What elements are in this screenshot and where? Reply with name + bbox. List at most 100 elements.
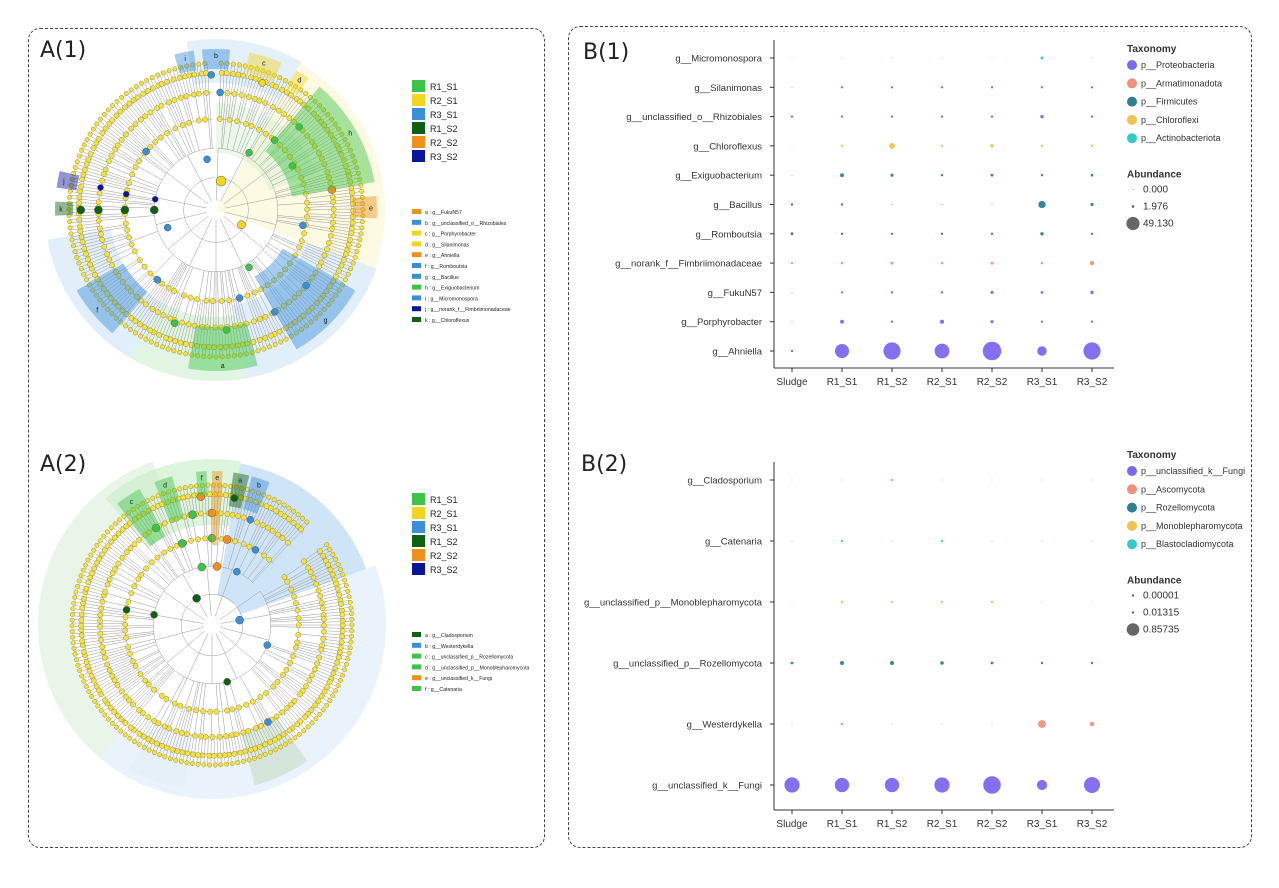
data-bubble — [891, 57, 893, 59]
tree-inner-branch — [187, 155, 212, 202]
tree-node — [202, 116, 208, 123]
tree-node — [327, 283, 333, 290]
tree-node — [247, 497, 254, 503]
tree-node — [266, 556, 273, 563]
tree-node — [113, 112, 120, 119]
tree-leaf-branch — [94, 548, 119, 565]
tree-leaf-branch — [290, 300, 311, 324]
data-bubble — [983, 776, 1001, 794]
tree-node — [106, 667, 113, 674]
tree-leaf-node — [360, 194, 365, 200]
tree-node — [346, 173, 352, 179]
tree-leaf-branch — [220, 271, 227, 357]
tree-leaf-node — [297, 731, 302, 737]
data-bubble — [840, 600, 844, 604]
tree-leaf-branch — [240, 266, 275, 346]
tree-leaf-node — [69, 237, 75, 243]
legend-abundance-title: Abundance — [1127, 170, 1182, 181]
tree-leaf-node — [97, 116, 103, 122]
taxa-legend-label: e : g__Ahniella — [425, 253, 459, 259]
tree-node — [185, 493, 191, 500]
tree-leaf-node — [80, 567, 86, 573]
tree-node — [177, 702, 184, 709]
tree-leaf-branch — [119, 669, 174, 731]
tree-leaf-node — [199, 482, 205, 488]
clade-shade — [130, 302, 246, 381]
tree-node — [284, 89, 290, 96]
tree-node — [279, 535, 286, 541]
tree-leaf-node — [69, 617, 75, 623]
tree-node — [98, 691, 105, 698]
legend-abundance-marker — [1131, 594, 1135, 597]
legend-swatch — [412, 108, 425, 120]
tree-node — [119, 554, 126, 561]
clade-letter: b — [214, 53, 218, 60]
tree-leaf-node — [303, 323, 309, 329]
tree-node — [78, 632, 85, 639]
tree-node — [154, 309, 161, 316]
y-tick-label: g__Porphyrobacter — [681, 317, 762, 328]
tree-leaf-branch — [182, 682, 200, 762]
tree-node — [327, 232, 334, 239]
biomarker-node — [258, 79, 267, 87]
tree-leaf-node — [97, 297, 103, 303]
data-bubble — [840, 319, 844, 324]
tree-node — [243, 121, 249, 127]
legend-abundance-label: 1.976 — [1143, 202, 1168, 213]
data-bubble — [940, 539, 944, 543]
tree-leaf-node — [313, 315, 319, 321]
biomarker-node — [251, 546, 260, 554]
biomarker-node — [171, 319, 179, 328]
tree-leaf-branch — [224, 271, 238, 356]
tree-node — [321, 252, 328, 259]
tree-leaf-branch — [196, 64, 201, 94]
tree-leaf-node — [76, 153, 82, 159]
tree-leaf-node — [177, 350, 183, 355]
legend-taxonomy-marker — [1127, 539, 1137, 550]
tree-node — [287, 659, 293, 666]
tree-leaf-node — [90, 126, 96, 132]
tree-node — [190, 751, 196, 758]
tree-leaf-branch — [161, 729, 173, 756]
tree-leaf-branch — [184, 324, 192, 354]
tree-node — [250, 318, 257, 325]
tree-node — [101, 243, 108, 250]
tree-node — [291, 593, 297, 600]
tree-node — [244, 292, 251, 299]
tree-node — [83, 585, 90, 592]
tree-node — [314, 300, 320, 306]
tree-node — [336, 592, 343, 598]
clade-highlight — [286, 70, 309, 95]
biomarker-node — [245, 263, 253, 272]
tree-leaf-branch — [69, 198, 155, 206]
tree-leaf-branch — [227, 270, 245, 355]
taxa-legend-label: d : g__unclassified_p__Monoblepharomycot… — [425, 665, 530, 671]
tree-leaf-branch — [329, 239, 359, 248]
tree-node — [320, 628, 327, 635]
tree-leaf-node — [287, 738, 293, 744]
tree-node — [131, 248, 138, 255]
legend-taxonomy-label: p__Monoblepharomycota — [1141, 521, 1243, 531]
tree-leaf-branch — [275, 170, 358, 194]
tree-node — [76, 216, 82, 223]
tree-leaf-branch — [328, 242, 358, 251]
tree-leaf-node — [340, 672, 346, 678]
taxa-legend-swatch — [412, 241, 421, 247]
tree-leaf-node — [184, 63, 190, 69]
tree-leaf-branch — [299, 292, 321, 314]
tree-node — [276, 107, 282, 114]
legend-taxonomy-marker — [1127, 466, 1137, 476]
tree-node — [267, 505, 274, 511]
tree-node — [130, 701, 136, 708]
tree-leaf-branch — [86, 265, 113, 281]
tree-node — [186, 120, 192, 126]
tree-leaf-node — [346, 650, 352, 656]
tree-leaf-branch — [203, 736, 206, 765]
tree-leaf-branch — [85, 141, 113, 156]
tree-node — [308, 138, 315, 145]
taxa-legend-swatch — [412, 252, 421, 258]
tree-node — [154, 105, 160, 112]
tree-node — [183, 341, 189, 347]
tree-leaf-branch — [269, 135, 343, 179]
tree-leaf-node — [171, 348, 177, 354]
